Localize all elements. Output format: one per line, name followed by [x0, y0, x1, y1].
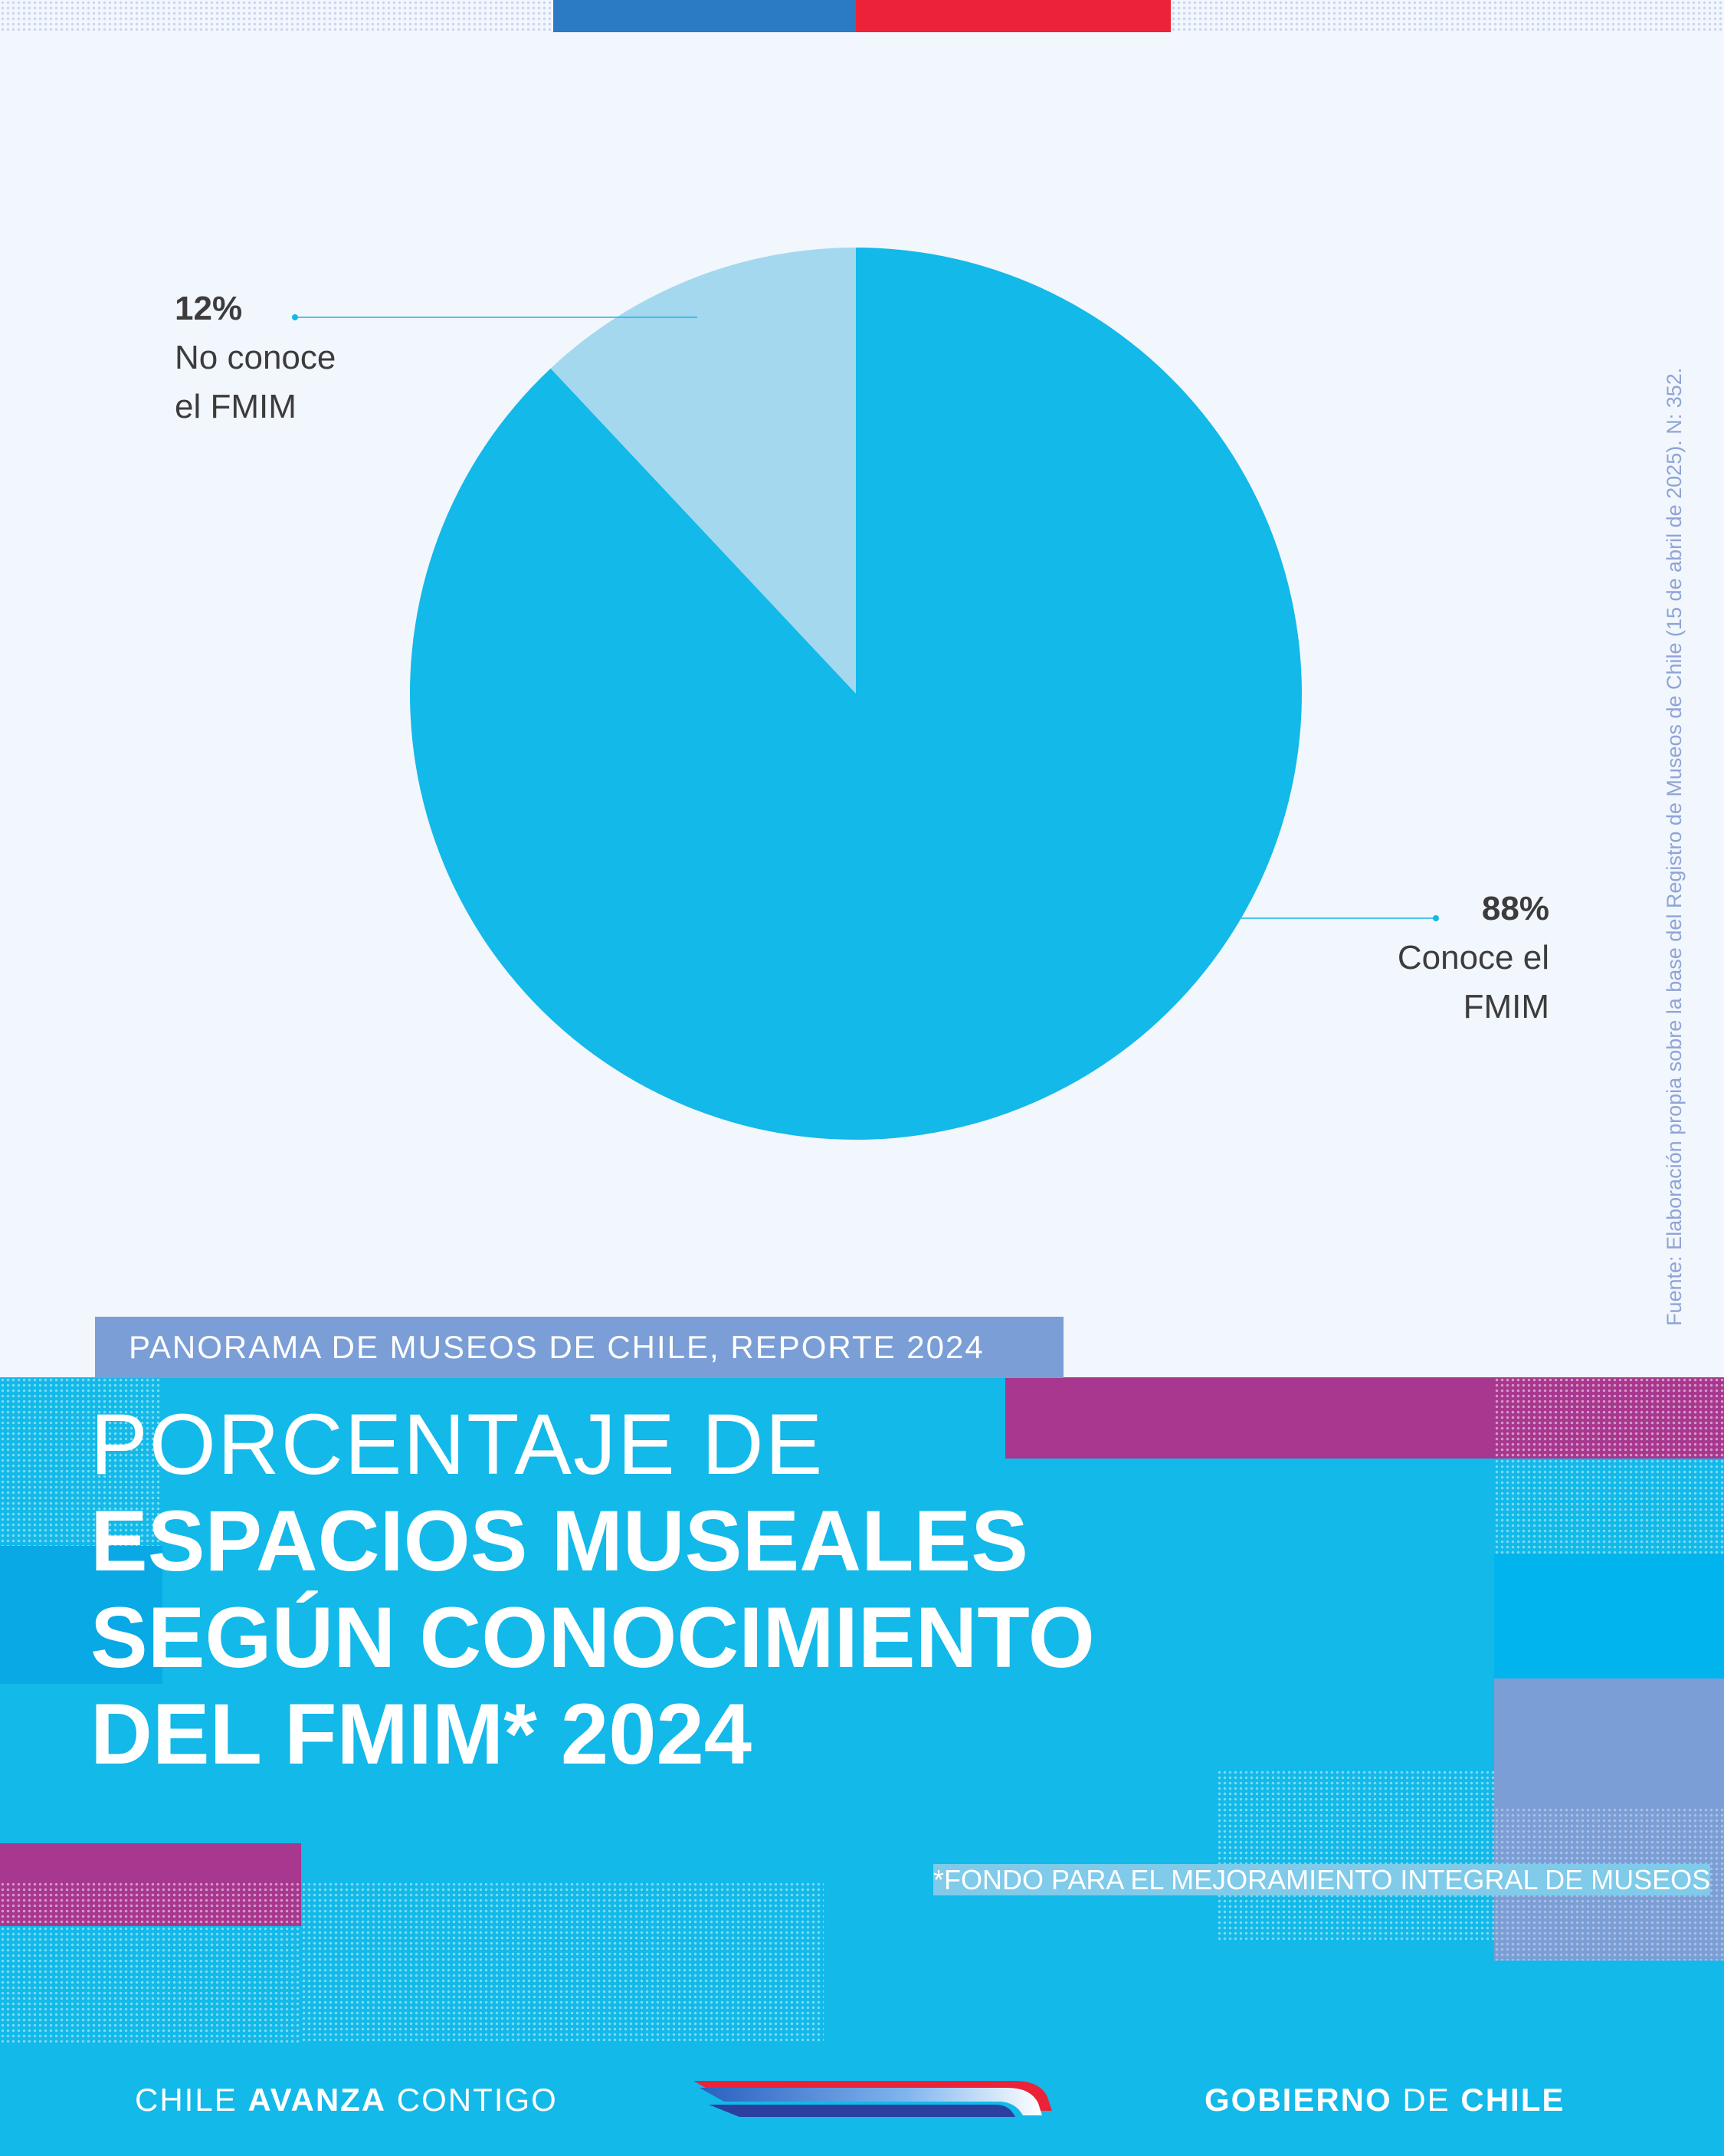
data-label-conoce: 88% Conoce el FMIM — [1372, 884, 1549, 1032]
report-kicker: PANORAMA DE MUSEOS DE CHILE, REPORTE 202… — [95, 1317, 1064, 1378]
footnote-text: *FONDO PARA EL MEJORAMIENTO INTEGRAL DE … — [933, 1864, 1711, 1895]
decor-cyan-dots-mid — [1217, 1770, 1494, 1941]
data-label-text-line2: FMIM — [1463, 988, 1549, 1025]
pie-slice-no-conoce — [550, 248, 856, 694]
title-line-bold-3: DEL FMIM* 2024 — [90, 1686, 752, 1782]
title-line-light: PORCENTAJE DE — [90, 1396, 824, 1492]
decor-block-left — [0, 1546, 162, 1684]
decor-purple-bar-top — [1005, 1377, 1494, 1459]
data-label-text-line2: el FMIM — [175, 388, 297, 425]
page-title: PORCENTAJE DE ESPACIOS MUSEALES SEGÚN CO… — [90, 1396, 1095, 1783]
footer-slogan-part2: AVANZA — [247, 2082, 387, 2118]
government-logo-icon — [693, 2081, 1052, 2117]
title-line-bold-2: SEGÚN CONOCIMIENTO — [90, 1590, 1095, 1685]
top-flag-red-bar — [856, 0, 1171, 32]
data-label-text-line1: Conoce el — [1397, 939, 1549, 976]
decor-cyan-dots-right — [1494, 1459, 1724, 1554]
decor-dots-left — [0, 1377, 162, 1546]
footer-government: GOBIERNO DE CHILE — [1205, 2082, 1565, 2118]
top-dot-pattern-right — [1171, 0, 1724, 32]
decor-deep-block-right — [1494, 1554, 1724, 1679]
data-label-percent: 12% — [175, 290, 243, 327]
title-line-bold-1: ESPACIOS MUSEALES — [90, 1493, 1028, 1589]
footer-slogan-part1: CHILE — [135, 2082, 248, 2118]
footer-slogan: CHILE AVANZA CONTIGO — [135, 2082, 558, 2118]
footer-slogan-part3: CONTIGO — [386, 2082, 558, 2118]
decor-purple-dots-bottom — [0, 1882, 301, 1926]
title-panel — [0, 1377, 1724, 2156]
leader-dot-no-conoce — [292, 314, 298, 320]
data-label-no-conoce: 12% No conoce el FMIM — [175, 284, 359, 432]
decor-cyan-dots-bottom-left — [0, 1926, 301, 2043]
decor-lavender-block-right — [1494, 1679, 1724, 1807]
top-flag-blue-bar — [553, 0, 856, 32]
pie-chart — [292, 248, 1439, 1140]
decor-purple-dots-top — [1494, 1377, 1724, 1459]
source-note: Fuente: Elaboración propia sobre la base… — [1663, 367, 1686, 1326]
footer-government-part1: GOBIERNO — [1205, 2082, 1392, 2118]
data-label-text-line1: No conoce — [175, 339, 336, 376]
decor-cyan-dots-bottom — [301, 1882, 824, 2043]
footnote: *FONDO PARA EL MEJORAMIENTO INTEGRAL DE … — [933, 1864, 1711, 1896]
footer-government-part3: CHILE — [1460, 2082, 1565, 2118]
top-dot-pattern-left — [0, 0, 553, 32]
pie-slice-conoce — [409, 248, 1302, 1140]
footer-government-part2: DE — [1391, 2082, 1461, 2118]
decor-purple-bar-bottom — [0, 1843, 301, 1882]
leader-dot-conoce — [1433, 915, 1439, 921]
data-label-percent: 88% — [1481, 890, 1549, 927]
